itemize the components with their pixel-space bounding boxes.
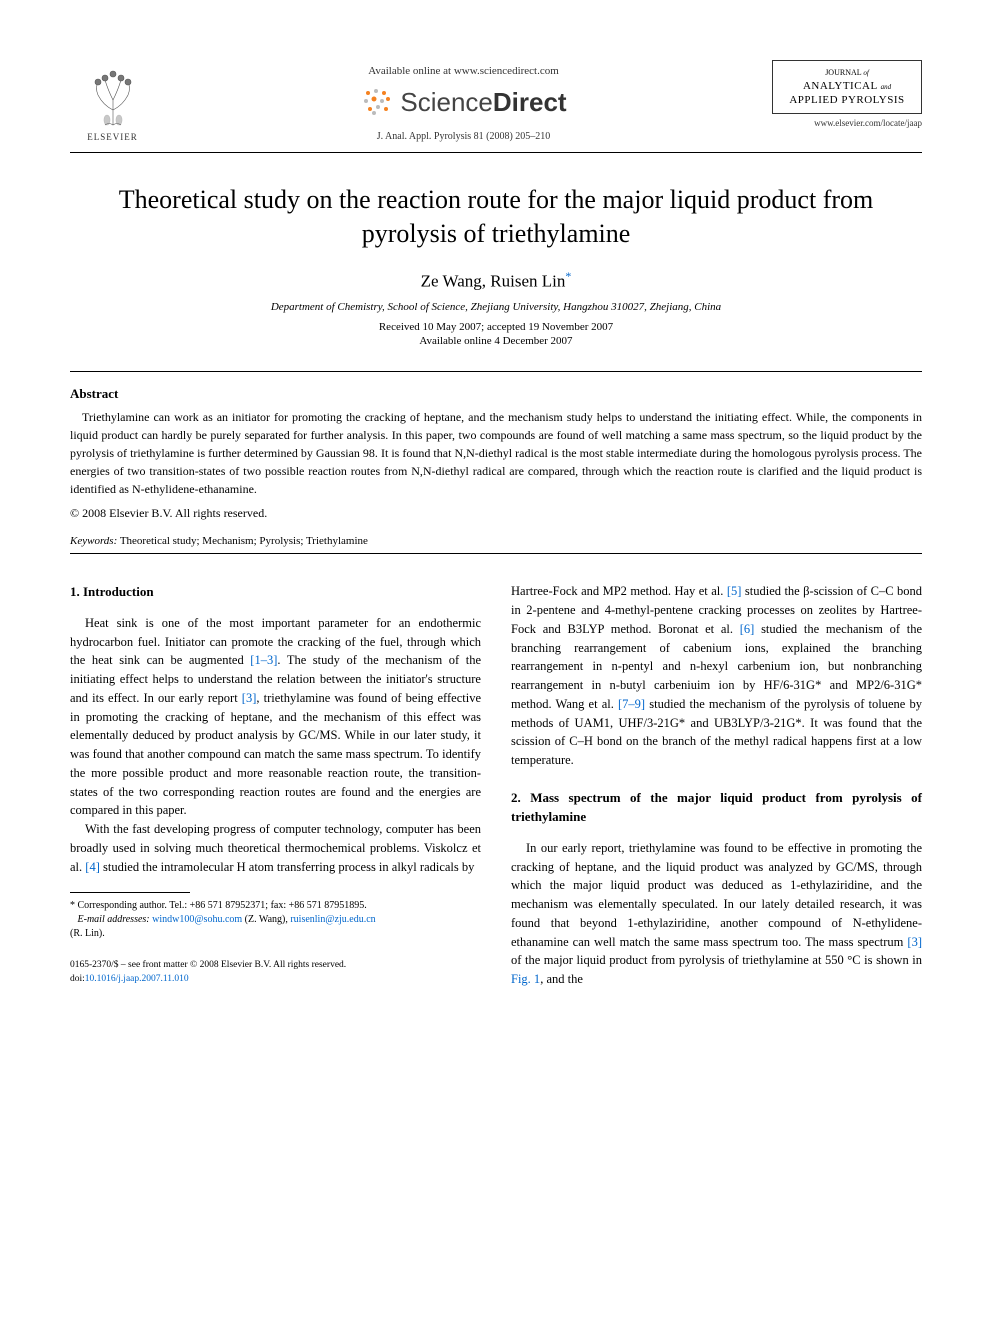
citation-link[interactable]: [3] (242, 691, 257, 705)
section-2-heading: 2. Mass spectrum of the major liquid pro… (511, 788, 922, 827)
bottom-metadata: 0165-2370/$ – see front matter © 2008 El… (70, 959, 481, 986)
center-header: Available online at www.sciencedirect.co… (155, 60, 772, 142)
section-1-heading: 1. Introduction (70, 582, 481, 602)
journal-of: JOURNAL (825, 68, 863, 77)
journal-applied: APPLIED PYROLYSIS (777, 93, 917, 107)
figure-ref-link[interactable]: Fig. 1 (511, 972, 540, 986)
online-date: Available online 4 December 2007 (70, 335, 922, 347)
footnote-separator (70, 892, 190, 893)
journal-box: JOURNAL of ANALYTICAL and APPLIED PYROLY… (772, 60, 922, 128)
email-label: E-mail addresses: (78, 914, 150, 925)
available-online-text: Available online at www.sciencedirect.co… (155, 65, 772, 77)
citation-link[interactable]: [7–9] (618, 697, 645, 711)
abstract-body: Triethylamine can work as an initiator f… (70, 408, 922, 498)
email-name-2: (R. Lin). (70, 927, 481, 941)
sec2-para-1: In our early report, triethylamine was f… (511, 839, 922, 989)
keywords: Keywords: Theoretical study; Mechanism; … (70, 535, 922, 547)
right-column: Hartree-Fock and MP2 method. Hay et al. … (511, 582, 922, 989)
citation-link[interactable]: [6] (740, 622, 755, 636)
abstract-heading: Abstract (70, 386, 922, 402)
citation-link[interactable]: [3] (907, 935, 922, 949)
email-link[interactable]: ruisenlin@zju.edu.cn (290, 914, 375, 925)
journal-analytical: ANALYTICAL (803, 80, 881, 92)
journal-reference: J. Anal. Appl. Pyrolysis 81 (2008) 205–2… (155, 131, 772, 142)
abstract-bottom-rule (70, 553, 922, 554)
intro-para-2: With the fast developing progress of com… (70, 820, 481, 876)
issn-line: 0165-2370/$ – see front matter © 2008 El… (70, 959, 481, 972)
elsevier-text: ELSEVIER (87, 132, 138, 142)
header-row: ELSEVIER Available online at www.science… (70, 60, 922, 142)
citation-link[interactable]: [1–3] (250, 653, 277, 667)
citation-link[interactable]: [4] (85, 860, 100, 874)
header-rule (70, 152, 922, 153)
email-link[interactable]: windw100@sohu.com (152, 914, 242, 925)
affiliation: Department of Chemistry, School of Scien… (70, 301, 922, 313)
journal-url[interactable]: www.elsevier.com/locate/jaap (772, 118, 922, 128)
journal-title-box: JOURNAL of ANALYTICAL and APPLIED PYROLY… (772, 60, 922, 114)
abstract-copyright: © 2008 Elsevier B.V. All rights reserved… (70, 506, 922, 521)
abstract-text: Triethylamine can work as an initiator f… (70, 410, 922, 496)
paper-page: ELSEVIER Available online at www.science… (0, 0, 992, 1029)
sciencedirect-mark-icon (360, 85, 394, 119)
elsevier-tree-icon (83, 60, 143, 130)
keywords-label: Keywords: (70, 535, 117, 547)
email-line: E-mail addresses: windw100@sohu.com (Z. … (70, 913, 481, 927)
citation-link[interactable]: [5] (727, 584, 742, 598)
elsevier-logo: ELSEVIER (70, 60, 155, 142)
corresponding-footnote: * Corresponding author. Tel.: +86 571 87… (70, 899, 481, 941)
corresp-star-icon: * (565, 269, 571, 283)
received-date: Received 10 May 2007; accepted 19 Novemb… (70, 321, 922, 333)
doi-line: doi:10.1016/j.jaap.2007.11.010 (70, 973, 481, 986)
author-names: Ze Wang, Ruisen Lin (421, 271, 566, 290)
sciencedirect-logo: ScienceDirect (360, 85, 566, 119)
two-column-body: 1. Introduction Heat sink is one of the … (70, 582, 922, 989)
corresp-info: * Corresponding author. Tel.: +86 571 87… (70, 899, 481, 913)
col2-para-1: Hartree-Fock and MP2 method. Hay et al. … (511, 582, 922, 770)
abstract-top-rule (70, 371, 922, 372)
article-title: Theoretical study on the reaction route … (70, 183, 922, 251)
doi-link[interactable]: 10.1016/j.jaap.2007.11.010 (85, 974, 189, 984)
intro-para-1: Heat sink is one of the most important p… (70, 614, 481, 820)
left-column: 1. Introduction Heat sink is one of the … (70, 582, 481, 989)
authors: Ze Wang, Ruisen Lin* (70, 269, 922, 292)
sciencedirect-text: ScienceDirect (400, 87, 566, 118)
keywords-text: Theoretical study; Mechanism; Pyrolysis;… (117, 535, 368, 547)
